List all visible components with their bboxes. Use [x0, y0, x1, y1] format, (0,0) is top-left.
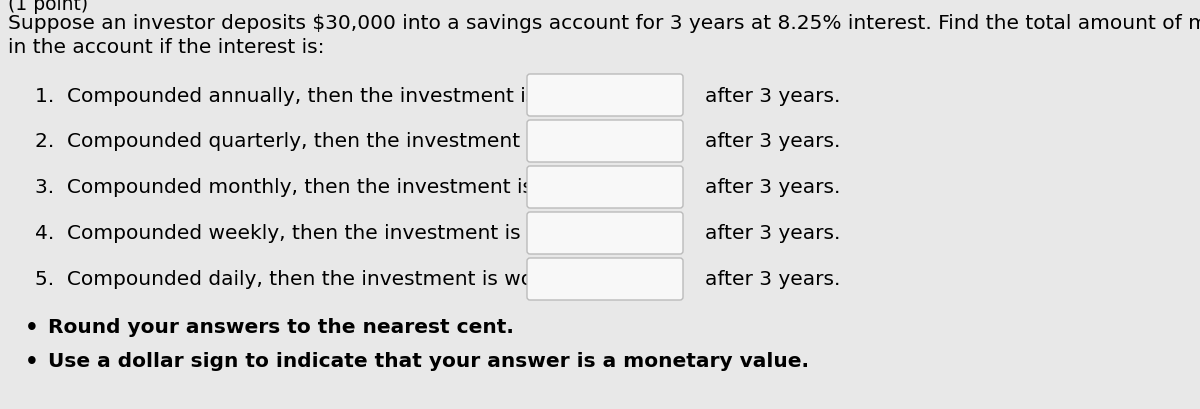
- Text: after 3 years.: after 3 years.: [706, 132, 840, 151]
- FancyBboxPatch shape: [527, 121, 683, 163]
- Text: after 3 years.: after 3 years.: [706, 86, 840, 105]
- Text: after 3 years.: after 3 years.: [706, 224, 840, 243]
- FancyBboxPatch shape: [527, 166, 683, 209]
- FancyBboxPatch shape: [527, 75, 683, 117]
- Text: 2.  Compounded quarterly, then the investment is worth: 2. Compounded quarterly, then the invest…: [35, 132, 607, 151]
- Text: 4.  Compounded weekly, then the investment is worth: 4. Compounded weekly, then the investmen…: [35, 224, 586, 243]
- Text: Round your answers to the nearest cent.: Round your answers to the nearest cent.: [48, 317, 514, 336]
- Text: 3.  Compounded monthly, then the investment is worth: 3. Compounded monthly, then the investme…: [35, 178, 598, 197]
- Text: •: •: [25, 351, 38, 371]
- Text: •: •: [25, 317, 38, 337]
- Text: in the account if the interest is:: in the account if the interest is:: [8, 38, 324, 57]
- Text: Use a dollar sign to indicate that your answer is a monetary value.: Use a dollar sign to indicate that your …: [48, 351, 809, 370]
- FancyBboxPatch shape: [527, 258, 683, 300]
- Text: 1.  Compounded annually, then the investment is worth: 1. Compounded annually, then the investm…: [35, 86, 601, 105]
- Text: after 3 years.: after 3 years.: [706, 270, 840, 289]
- FancyBboxPatch shape: [527, 213, 683, 254]
- Text: after 3 years.: after 3 years.: [706, 178, 840, 197]
- Text: Suppose an investor deposits $30,000 into a savings account for 3 years at 8.25%: Suppose an investor deposits $30,000 int…: [8, 14, 1200, 33]
- Text: (1 point): (1 point): [8, 0, 88, 14]
- Text: 5.  Compounded daily, then the investment is worth: 5. Compounded daily, then the investment…: [35, 270, 563, 289]
